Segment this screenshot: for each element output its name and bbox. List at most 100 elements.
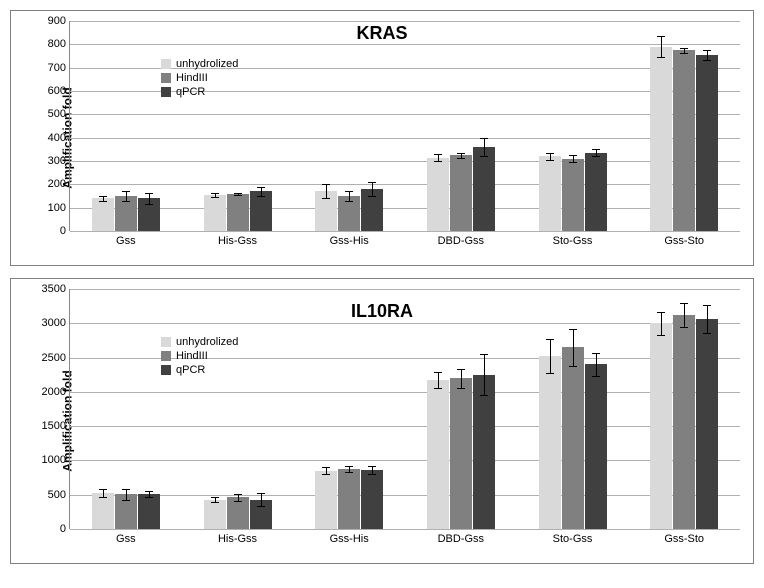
- ytick-label: 200: [48, 178, 66, 190]
- bar: [315, 191, 337, 231]
- bar: [585, 153, 607, 231]
- error-cap: [257, 506, 265, 507]
- category-slot: His-Gss: [182, 21, 294, 231]
- ytick-label: 0: [60, 523, 66, 535]
- error-bar: [126, 489, 127, 500]
- ytick-label: 300: [48, 155, 66, 167]
- error-cap: [569, 329, 577, 330]
- legend-swatch: [161, 351, 171, 361]
- bar: [562, 347, 584, 529]
- error-cap: [211, 197, 219, 198]
- error-cap: [257, 187, 265, 188]
- legend-swatch: [161, 337, 171, 347]
- legend-item: qPCR: [161, 363, 238, 377]
- error-bar: [326, 184, 327, 198]
- error-cap: [592, 156, 600, 157]
- error-cap: [234, 501, 242, 502]
- category-slot: Sto-Gss: [517, 21, 629, 231]
- error-bar: [438, 372, 439, 388]
- error-bar: [326, 467, 327, 474]
- bar: [138, 494, 160, 529]
- bar-group: [650, 47, 718, 231]
- category-slot: Gss: [70, 289, 182, 529]
- category-slot: DBD-Gss: [405, 289, 517, 529]
- ytick-label: 2000: [42, 386, 66, 398]
- error-cap: [211, 502, 219, 503]
- error-cap: [99, 497, 107, 498]
- bar: [315, 471, 337, 529]
- plot-area: 0100200300400500600700800900GssHis-GssGs…: [69, 21, 740, 231]
- legend-swatch: [161, 73, 171, 83]
- ytick-label: 100: [48, 202, 66, 214]
- bar: [361, 470, 383, 529]
- error-cap: [122, 500, 130, 501]
- error-cap: [434, 372, 442, 373]
- bar-group: [92, 493, 160, 529]
- categories: GssHis-GssGss-HisDBD-GssSto-GssGss-Sto: [70, 289, 740, 529]
- error-cap: [234, 195, 242, 196]
- legend-swatch: [161, 365, 171, 375]
- error-cap: [546, 339, 554, 340]
- legend: unhydrolizedHindIIIqPCR: [161, 57, 238, 99]
- error-cap: [99, 489, 107, 490]
- error-cap: [145, 193, 153, 194]
- error-cap: [592, 353, 600, 354]
- error-cap: [546, 153, 554, 154]
- bar: [338, 469, 360, 529]
- error-cap: [345, 191, 353, 192]
- legend-label: unhydrolized: [176, 336, 238, 348]
- error-bar: [661, 36, 662, 57]
- error-cap: [145, 204, 153, 205]
- error-bar: [550, 153, 551, 160]
- bar: [138, 198, 160, 231]
- category-slot: Gss-Sto: [628, 289, 740, 529]
- bar: [473, 147, 495, 231]
- error-bar: [596, 353, 597, 376]
- bar-group: [204, 191, 272, 231]
- bar: [250, 191, 272, 231]
- error-cap: [680, 303, 688, 304]
- error-cap: [569, 155, 577, 156]
- error-cap: [99, 201, 107, 202]
- legend-label: qPCR: [176, 86, 205, 98]
- error-cap: [569, 162, 577, 163]
- error-cap: [257, 493, 265, 494]
- error-bar: [461, 369, 462, 388]
- category-slot: Gss-Sto: [628, 21, 740, 231]
- bar: [338, 196, 360, 231]
- bar: [204, 195, 226, 231]
- gridline: [70, 529, 740, 530]
- gridline: [70, 231, 740, 232]
- legend-label: HindIII: [176, 350, 208, 362]
- error-cap: [703, 50, 711, 51]
- category-label: Gss-Sto: [664, 533, 704, 545]
- error-cap: [457, 158, 465, 159]
- error-cap: [122, 201, 130, 202]
- ytick-label: 3000: [42, 317, 66, 329]
- error-cap: [480, 156, 488, 157]
- error-cap: [434, 154, 442, 155]
- error-cap: [457, 153, 465, 154]
- error-cap: [546, 160, 554, 161]
- error-cap: [122, 489, 130, 490]
- ytick-label: 800: [48, 38, 66, 50]
- error-cap: [657, 57, 665, 58]
- bar: [539, 156, 561, 231]
- error-bar: [573, 329, 574, 366]
- error-cap: [322, 474, 330, 475]
- error-bar: [661, 312, 662, 335]
- ytick-label: 700: [48, 62, 66, 74]
- ytick-label: 3500: [42, 283, 66, 295]
- category-label: His-Gss: [218, 235, 257, 247]
- error-cap: [368, 196, 376, 197]
- bar: [696, 319, 718, 529]
- bar: [227, 194, 249, 231]
- error-bar: [126, 191, 127, 200]
- category-slot: Sto-Gss: [517, 289, 629, 529]
- ytick-label: 500: [48, 489, 66, 501]
- error-bar: [707, 50, 708, 59]
- error-cap: [703, 305, 711, 306]
- bar: [427, 380, 449, 529]
- bar: [585, 364, 607, 529]
- bar: [250, 500, 272, 529]
